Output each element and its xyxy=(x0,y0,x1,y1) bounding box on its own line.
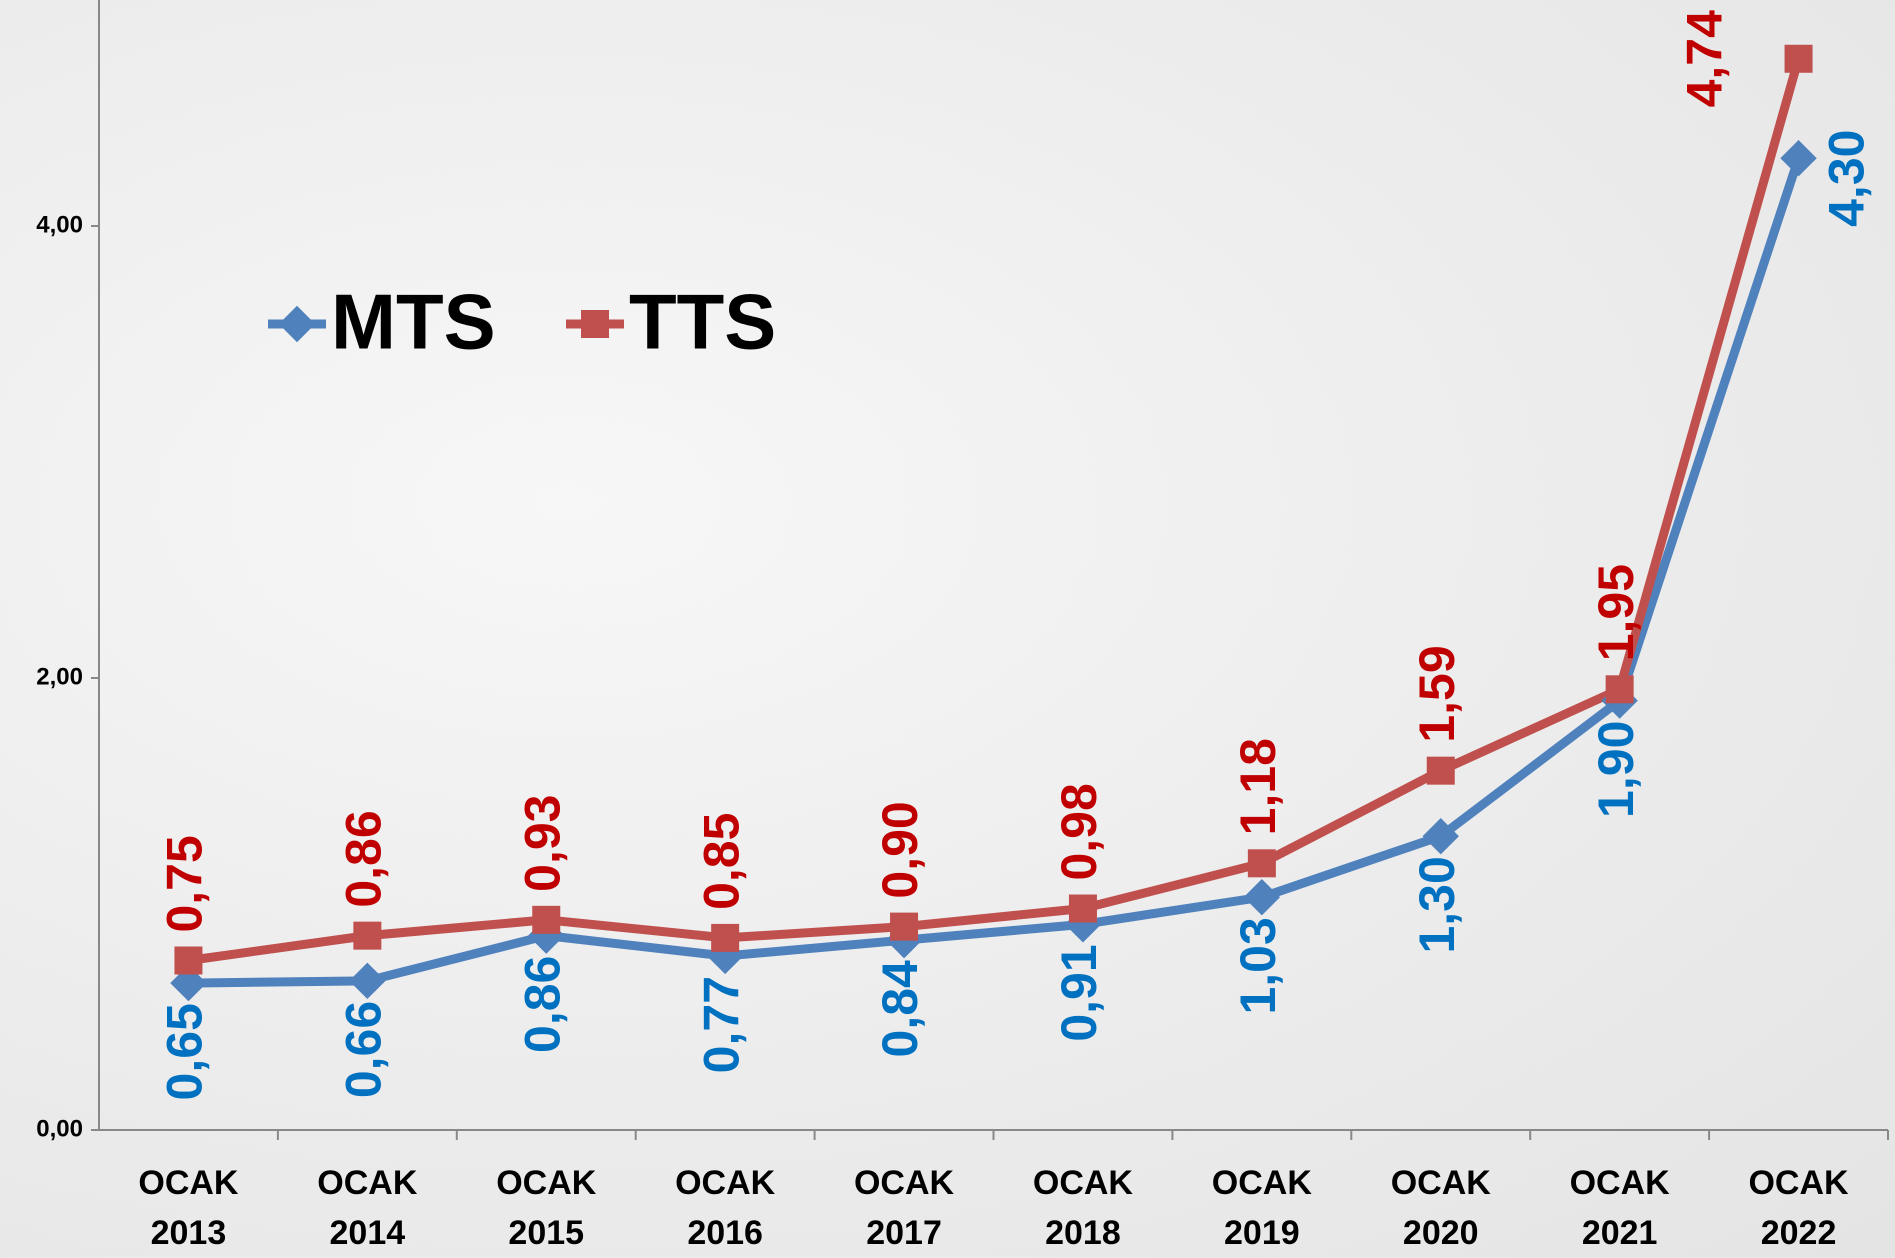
legend-label: TTS xyxy=(629,278,776,366)
data-label: 0,86 xyxy=(514,956,570,1053)
data-label: 0,85 xyxy=(693,813,749,910)
x-tick-label: OCAK 2019 xyxy=(1211,1164,1312,1252)
data-label: 0,84 xyxy=(872,960,928,1058)
y-tick-label: 4,00 xyxy=(36,211,83,238)
data-label: 0,90 xyxy=(872,801,928,898)
x-tick-label: OCAK 2022 xyxy=(1748,1164,1849,1252)
series-line xyxy=(188,156,1803,988)
x-tick-label: OCAK 2018 xyxy=(1032,1164,1133,1252)
legend-label: MTS xyxy=(331,278,496,366)
data-label: 1,95 xyxy=(1588,564,1644,661)
data-point xyxy=(711,923,740,952)
data-label: 4,74 xyxy=(1677,10,1733,108)
x-tick-label: OCAK 2014 xyxy=(317,1164,418,1252)
x-tick-label: OCAK 2020 xyxy=(1390,1164,1491,1252)
data-point xyxy=(1784,44,1813,73)
x-tick-label: OCAK 2015 xyxy=(496,1164,597,1252)
series-line xyxy=(187,57,1803,965)
data-label: 4,30 xyxy=(1819,130,1875,227)
data-point xyxy=(532,905,561,934)
data-point xyxy=(174,946,203,975)
data-point xyxy=(353,921,382,950)
x-tick-label: OCAK 2013 xyxy=(138,1164,239,1252)
data-label: 0,75 xyxy=(157,835,213,932)
data-label: 1,30 xyxy=(1409,856,1465,953)
data-point xyxy=(1780,140,1817,177)
data-point xyxy=(1247,849,1276,878)
data-label: 0,77 xyxy=(693,976,749,1073)
x-tick-label: OCAK 2016 xyxy=(675,1164,776,1252)
data-point xyxy=(1064,906,1102,943)
data-point xyxy=(1422,818,1459,855)
data-label: 1,59 xyxy=(1409,645,1465,742)
data-label: 1,18 xyxy=(1230,738,1286,835)
data-point xyxy=(1243,879,1281,916)
data-point xyxy=(349,962,386,1000)
data-point xyxy=(1068,894,1097,923)
data-label: 1,03 xyxy=(1230,917,1286,1014)
data-label: 0,65 xyxy=(157,1003,213,1100)
y-tick-label: 0,00 xyxy=(36,1115,83,1142)
data-label: 0,66 xyxy=(336,1001,392,1098)
data-label: 0,86 xyxy=(336,810,392,907)
legend-marker xyxy=(581,310,609,338)
data-label: 1,90 xyxy=(1588,721,1644,818)
data-label: 0,91 xyxy=(1051,944,1107,1041)
data-point xyxy=(1605,675,1634,704)
x-tick-label: OCAK 2021 xyxy=(1569,1164,1670,1252)
x-tick-label: OCAK 2017 xyxy=(853,1164,955,1252)
data-point xyxy=(1426,756,1455,785)
data-label: 0,93 xyxy=(514,794,570,891)
data-point xyxy=(890,912,919,941)
legend-marker xyxy=(278,305,316,343)
data-label: 0,98 xyxy=(1051,783,1107,880)
y-tick-label: 2,00 xyxy=(36,663,83,690)
